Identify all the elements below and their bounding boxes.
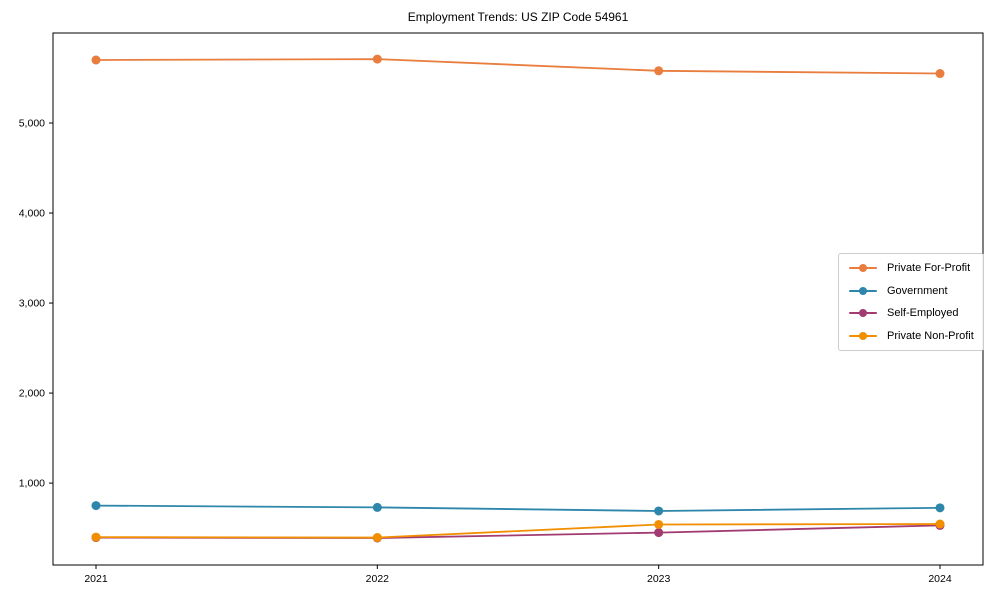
legend-label: Government xyxy=(887,284,948,297)
legend-marker-icon xyxy=(849,286,877,296)
series-line-private-non-profit xyxy=(95,523,941,539)
x-tick-label: 2021 xyxy=(84,573,108,585)
data-point-government-2024 xyxy=(935,503,945,513)
data-point-government-2023 xyxy=(654,506,664,516)
legend-item-private-non-profit: Private Non-Profit xyxy=(849,326,974,346)
data-point-private-for-profit-2024 xyxy=(935,69,945,79)
chart-title: Employment Trends: US ZIP Code 54961 xyxy=(407,10,629,24)
x-tick-label: 2022 xyxy=(366,573,390,585)
y-tick-label: 1,000 xyxy=(19,478,45,490)
legend: Private For-Profit Government Self-Employe… xyxy=(838,253,984,351)
series-line-private-for-profit xyxy=(95,58,941,75)
y-tick-label: 3,000 xyxy=(19,298,45,310)
data-point-private-non-profit-2024 xyxy=(935,519,945,529)
data-point-private-non-profit-2023 xyxy=(654,519,664,529)
data-point-private-non-profit-2022 xyxy=(372,533,382,543)
y-tick-label: 4,000 xyxy=(19,208,45,220)
data-point-government-2021 xyxy=(91,501,101,511)
legend-item-self-employed: Self-Employed xyxy=(849,303,973,323)
legend-item-government: Government xyxy=(849,281,973,301)
legend-label: Private Non-Profit xyxy=(887,329,974,342)
y-tick-label: 2,000 xyxy=(19,388,45,400)
legend-label: Private For-Profit xyxy=(887,262,971,275)
legend-marker-icon xyxy=(849,331,877,341)
data-point-private-non-profit-2021 xyxy=(91,532,101,542)
data-point-private-for-profit-2023 xyxy=(654,66,664,76)
data-point-self-employed-2023 xyxy=(654,528,664,538)
legend-item-private-for-profit: Private For-Profit xyxy=(849,258,973,278)
data-point-government-2022 xyxy=(372,502,382,512)
legend-label: Self-Employed xyxy=(887,307,959,320)
x-tick-label: 2024 xyxy=(928,573,952,585)
series-line-government xyxy=(95,504,941,512)
data-point-private-for-profit-2022 xyxy=(372,54,382,64)
legend-marker-icon xyxy=(849,308,877,318)
data-point-private-for-profit-2021 xyxy=(91,55,101,65)
legend-marker-icon xyxy=(849,263,877,273)
y-tick-label: 5,000 xyxy=(19,118,45,130)
x-tick-label: 2023 xyxy=(647,573,671,585)
